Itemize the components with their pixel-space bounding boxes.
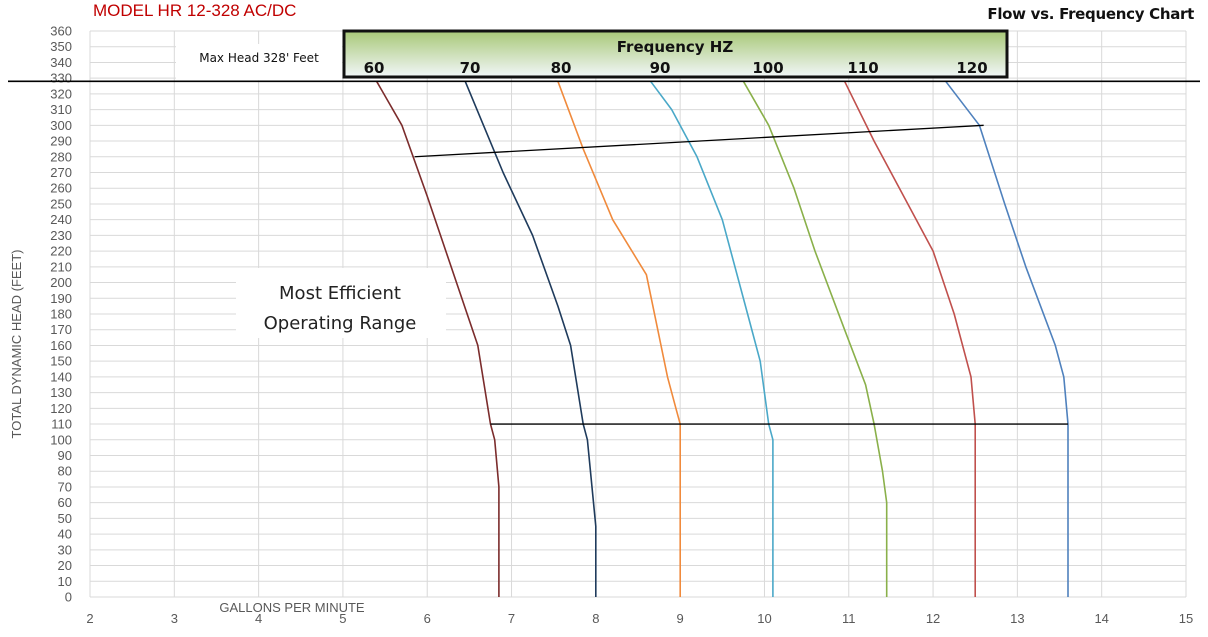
x-tick-label: 10 [757,611,771,626]
y-tick-label: 310 [50,102,72,117]
y-tick-label: 200 [50,275,72,290]
y-tick-label: 50 [58,511,72,526]
y-tick-label: 350 [50,39,72,54]
y-tick-label: 250 [50,196,72,211]
y-axis-label: TOTAL DYNAMIC HEAD (FEET) [9,250,24,439]
x-tick-label: 13 [1010,611,1024,626]
y-tick-label: 80 [58,464,72,479]
y-tick-label: 130 [50,385,72,400]
y-tick-label: 40 [58,527,72,542]
model-title: MODEL HR 12-328 AC/DC [93,1,297,20]
y-tick-label: 10 [58,574,72,589]
y-tick-label: 210 [50,259,72,274]
efficient-range-label-line2: Operating Range [264,313,417,334]
frequency-label-80: 80 [551,59,572,77]
efficient-range-label-box [236,268,446,338]
frequency-label-100: 100 [752,59,783,77]
y-tick-label: 320 [50,86,72,101]
frequency-labels: 60 70 80 90 100 110 120 [364,59,988,77]
y-tick-label: 260 [50,181,72,196]
series-line-80hz [557,81,681,597]
x-axis-label-box [212,599,374,613]
y-tick-label: 180 [50,307,72,322]
y-tick-label: 120 [50,401,72,416]
frequency-banner-label: Frequency HZ [617,38,734,56]
x-tick-label: 11 [842,611,856,626]
efficient-range-upper-line [414,124,984,158]
x-tick-label: 14 [1094,611,1108,626]
y-tick-label: 240 [50,212,72,227]
y-tick-label: 290 [50,134,72,149]
efficient-range-lines [414,124,1068,425]
y-tick-label: 330 [50,71,72,86]
y-tick-label: 360 [50,24,72,39]
x-tick-label: 7 [508,611,515,626]
x-tick-label: 3 [171,611,178,626]
frequency-label-110: 110 [847,59,878,77]
x-tick-label: 8 [592,611,599,626]
y-tick-label: 340 [50,55,72,70]
series-line-100hz [742,80,888,597]
y-tick-label: 220 [50,244,72,259]
y-tick-label: 140 [50,369,72,384]
series-line-120hz [945,80,1069,597]
y-tick-label: 70 [58,479,72,494]
y-axis-ticks: 0102030405060708090100110120130140150160… [50,24,72,605]
x-tick-label: 15 [1179,611,1193,626]
frequency-label-60: 60 [364,59,385,77]
efficient-range-label-line1: Most Efficient [279,283,401,304]
chart-title: Flow vs. Frequency Chart [987,5,1194,23]
frequency-label-120: 120 [956,59,987,77]
y-tick-label: 90 [58,448,72,463]
series-line-110hz [843,80,976,597]
max-head-label-box [176,44,342,81]
y-tick-label: 20 [58,558,72,573]
x-tick-label: 12 [926,611,940,626]
y-tick-label: 230 [50,228,72,243]
frequency-label-90: 90 [650,59,671,77]
y-tick-label: 300 [50,118,72,133]
series-line-90hz [649,80,774,597]
y-tick-label: 60 [58,495,72,510]
y-tick-label: 110 [51,417,72,432]
x-tick-label: 5 [339,611,346,626]
x-axis-ticks: 2 3 4 5 6 7 8 9 10 11 12 13 14 15 [86,611,1193,626]
x-axis-label: GALLONS PER MINUTE [219,600,365,615]
y-tick-label: 190 [50,291,72,306]
x-tick-label: 2 [86,611,93,626]
frequency-label-70: 70 [460,59,481,77]
series-lines [375,80,1069,597]
y-tick-label: 100 [50,432,72,447]
x-tick-label: 4 [255,611,262,626]
series-line-60hz [375,80,500,597]
series-line-70hz [464,80,597,597]
y-tick-label: 280 [50,149,72,164]
frequency-banner [342,29,1009,79]
max-head-label: Max Head 328' Feet [199,51,319,65]
y-tick-label: 270 [50,165,72,180]
x-tick-label: 6 [424,611,431,626]
y-tick-label: 150 [50,354,72,369]
y-tick-label: 30 [58,542,72,557]
y-tick-label: 160 [50,338,72,353]
y-tick-label: 170 [50,322,72,337]
x-tick-label: 9 [677,611,684,626]
y-tick-label: 0 [65,590,72,605]
